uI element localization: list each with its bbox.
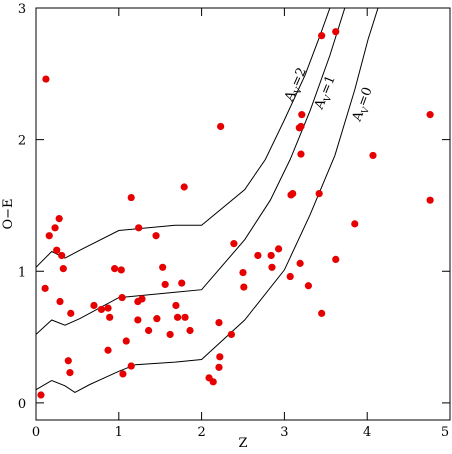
x-tick-label: 1 [115, 425, 123, 440]
data-point [55, 215, 63, 223]
data-point [53, 246, 61, 254]
data-point [41, 284, 49, 292]
data-point [67, 309, 75, 317]
data-point [230, 240, 238, 248]
data-point [51, 224, 59, 232]
data-point [111, 265, 119, 273]
x-axis-label: Z [238, 436, 247, 451]
data-point [296, 259, 304, 267]
data-point [209, 378, 217, 386]
data-point [66, 369, 74, 377]
extinction-curve [36, 8, 331, 268]
y-tick-label: 3 [18, 2, 26, 17]
data-point [217, 122, 225, 131]
data-point [426, 111, 434, 119]
extinction-curve [36, 8, 346, 335]
data-point [298, 111, 306, 119]
data-point [297, 122, 305, 131]
curve-label-sub: V [322, 94, 334, 105]
data-point [186, 326, 194, 335]
data-point [90, 301, 98, 310]
data-point [227, 330, 236, 339]
data-point [267, 251, 275, 260]
data-point [315, 189, 323, 198]
curve-label: AV=0 [349, 85, 378, 125]
data-point [104, 346, 112, 354]
data-point [318, 309, 326, 317]
x-tick-label: 5 [441, 425, 449, 440]
y-tick-label: 1 [18, 265, 26, 280]
data-point [268, 263, 276, 271]
x-tick-label: 4 [363, 425, 371, 440]
data-point [304, 282, 313, 290]
curve-label-rest: =0 [355, 85, 376, 108]
data-point [45, 232, 53, 240]
curve-label: AV=2 [282, 65, 313, 105]
curve-label: AV=1 [311, 73, 341, 113]
curve-label-sub: V [360, 106, 372, 117]
data-point [135, 224, 143, 232]
data-point [181, 313, 189, 321]
data-point [289, 189, 297, 198]
data-point [118, 293, 126, 302]
data-point [172, 301, 180, 310]
y-tick-label: 0 [18, 397, 26, 412]
data-point [332, 255, 340, 264]
data-point [297, 150, 305, 158]
data-point [173, 313, 182, 321]
data-point [351, 220, 359, 228]
data-point [119, 370, 127, 378]
data-point [369, 151, 377, 160]
data-point [127, 193, 135, 202]
data-point [161, 280, 169, 289]
data-point [145, 326, 153, 335]
x-tick-label: 0 [32, 425, 40, 440]
data-point [332, 28, 340, 36]
data-point [239, 268, 247, 277]
data-point [122, 337, 130, 345]
data-point [215, 318, 223, 327]
data-point [64, 357, 72, 365]
data-point [254, 251, 262, 260]
x-tick-label: 2 [197, 425, 205, 440]
data-point [104, 304, 112, 312]
x-tick-label: 3 [280, 425, 288, 440]
data-point [97, 305, 106, 314]
data-point [152, 232, 160, 240]
data-point [215, 363, 223, 371]
data-point [178, 279, 186, 287]
data-point [159, 263, 167, 271]
data-point [166, 330, 174, 339]
data-point [42, 75, 50, 83]
data-point [318, 32, 326, 40]
data-point [56, 297, 64, 306]
data-point [106, 313, 114, 321]
curve-label-sub: V [293, 86, 305, 97]
y-tick-label: 2 [18, 134, 26, 149]
plot-frame [35, 7, 451, 421]
data-point [286, 272, 294, 281]
data-point [426, 196, 434, 204]
data-point [37, 391, 45, 399]
data-point [127, 362, 135, 370]
data-point [275, 245, 283, 253]
curve-label-rest: =1 [318, 73, 339, 96]
data-point [59, 265, 67, 273]
data-point [180, 183, 188, 191]
data-point [58, 251, 66, 260]
extinction-curve [36, 8, 379, 393]
curve-label-rest: =2 [288, 65, 310, 89]
data-point [216, 353, 224, 361]
data-point [117, 266, 125, 274]
data-point [153, 315, 161, 323]
data-point [134, 316, 142, 324]
y-axis-label: O−E [1, 198, 16, 229]
data-point [240, 283, 248, 291]
data-point [138, 295, 146, 303]
